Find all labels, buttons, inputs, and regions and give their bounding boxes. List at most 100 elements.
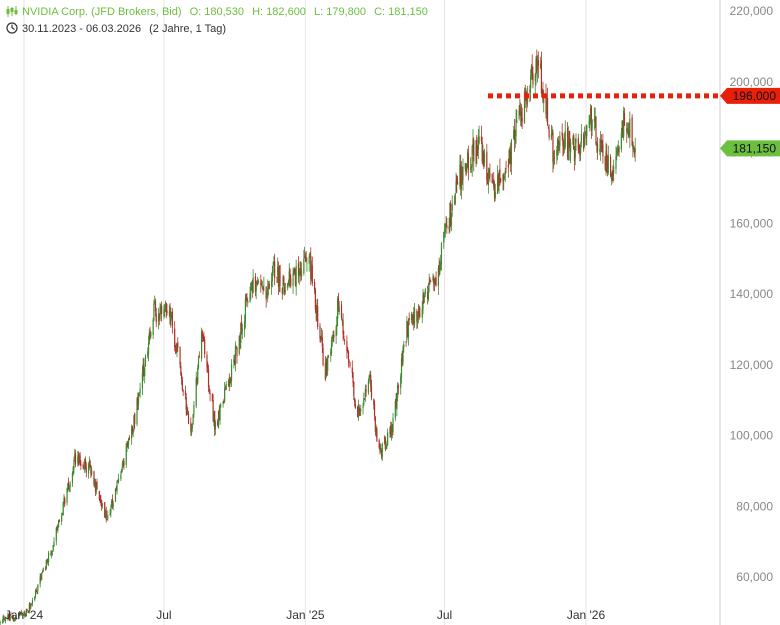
candle-body <box>563 143 566 149</box>
candle <box>53 537 55 547</box>
candle-body <box>621 120 623 137</box>
candle-body <box>295 266 297 287</box>
candle <box>149 326 151 341</box>
candle-body <box>219 406 221 420</box>
candle <box>375 424 377 438</box>
candle <box>164 300 167 312</box>
candle <box>272 261 274 277</box>
candle <box>419 306 421 318</box>
candle <box>67 477 70 491</box>
candle <box>360 404 362 417</box>
candle-body <box>35 590 37 593</box>
candle <box>583 126 586 148</box>
candle <box>532 66 534 89</box>
candle-body <box>623 110 625 137</box>
candle-body <box>171 312 173 314</box>
candle <box>320 327 323 341</box>
candle-body <box>187 413 190 424</box>
candle-body <box>367 380 370 393</box>
candle-body <box>422 294 424 310</box>
candle-body <box>222 400 224 404</box>
candle <box>518 105 520 121</box>
candle <box>363 392 365 407</box>
date-range-line: 30.11.2023 - 06.03.2026 (2 Jahre, 1 Tag) <box>6 22 231 35</box>
candle-body <box>466 170 468 172</box>
candle-body <box>387 432 389 446</box>
candle <box>535 56 537 86</box>
candle-body <box>31 600 34 604</box>
candle-body <box>327 357 329 372</box>
candle-body <box>493 179 495 187</box>
candle-body <box>443 229 446 231</box>
candle-body <box>460 169 463 190</box>
candle-body <box>494 191 496 199</box>
candle-body <box>380 449 382 451</box>
candle <box>98 490 100 502</box>
y-tick-label: 200,000 <box>730 75 774 89</box>
candle <box>218 405 220 421</box>
candle <box>547 125 549 130</box>
candle <box>418 305 420 320</box>
x-tick-label: Jan '26 <box>567 608 606 622</box>
candle-body <box>290 278 292 286</box>
candle-body <box>545 93 547 115</box>
candle-body <box>493 183 496 199</box>
candle-body <box>136 398 138 425</box>
candle <box>249 286 251 303</box>
candle-body <box>190 422 192 432</box>
candle-body <box>120 474 122 480</box>
candle <box>572 135 574 146</box>
candle-body <box>472 138 474 150</box>
candle-body <box>217 420 219 427</box>
candle <box>203 331 205 342</box>
candle-body <box>331 335 333 340</box>
candle-body <box>111 499 114 507</box>
candle-body <box>137 397 139 407</box>
candle-body <box>578 148 580 150</box>
candle <box>40 573 42 582</box>
candle <box>277 261 280 295</box>
candle-body <box>365 389 367 392</box>
candle-body <box>505 167 507 169</box>
candle <box>390 421 393 441</box>
candle-body <box>353 397 356 403</box>
candle <box>294 268 296 287</box>
candle-body <box>628 129 630 137</box>
candle-body <box>55 527 57 541</box>
candle-body <box>596 143 599 152</box>
candle <box>127 440 129 448</box>
candle-body <box>606 161 609 173</box>
candle-body <box>128 437 130 440</box>
candle-body <box>413 308 416 325</box>
candle <box>573 146 576 171</box>
candle-body <box>282 276 284 295</box>
candle-body <box>304 256 306 258</box>
candle-body <box>600 139 602 144</box>
candle <box>4 618 6 622</box>
candle <box>197 355 200 370</box>
candle-body <box>595 116 597 145</box>
candle <box>63 493 65 506</box>
candle-body <box>629 118 631 138</box>
candle-body <box>251 283 253 291</box>
candle-body <box>230 379 232 382</box>
candle-body <box>626 128 629 133</box>
candle <box>34 588 37 599</box>
candle <box>602 133 604 164</box>
candle-body <box>64 498 66 504</box>
candle <box>18 612 20 620</box>
candle-body <box>40 577 42 580</box>
candle-body <box>433 278 435 285</box>
candle-body <box>209 393 211 395</box>
candle-body <box>443 231 445 243</box>
candle-body <box>155 313 157 323</box>
candle-body <box>561 132 563 136</box>
candle <box>497 173 499 192</box>
candle-body <box>8 617 10 621</box>
close-value: C: 181,150 <box>374 6 428 18</box>
candle-body <box>72 467 74 475</box>
candle <box>281 287 283 300</box>
candle <box>310 260 313 282</box>
candle-body <box>228 380 230 387</box>
candle-body <box>473 140 475 162</box>
